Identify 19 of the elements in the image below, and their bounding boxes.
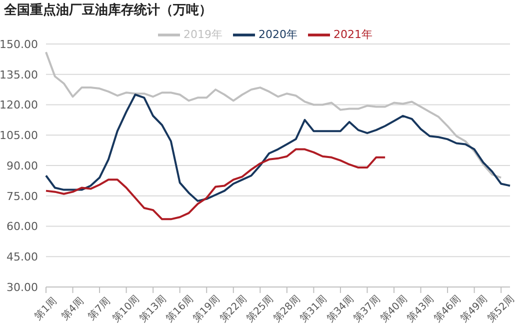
y-tick-label: 135.00 (0, 68, 38, 82)
y-tick-label: 120.00 (0, 98, 38, 112)
y-tick-label: 105.00 (0, 129, 38, 142)
line-series (45, 148, 386, 220)
y-tick-label: 150.00 (0, 38, 38, 51)
legend-label: 2020年 (258, 28, 298, 42)
y-tick-label: 60.00 (6, 220, 38, 234)
legend-label: 2019年 (184, 28, 222, 42)
y-tick-label: 75.00 (6, 190, 38, 203)
y-tick-label: 90.00 (6, 159, 38, 172)
x-tick-label: 第4周 (59, 295, 86, 322)
line-series (45, 94, 511, 202)
chart-title: 全国重点油厂豆油库存统计（万吨） (4, 2, 212, 19)
line-series (45, 51, 502, 179)
y-tick-label: 30.00 (6, 280, 38, 294)
y-tick-label: 45.00 (6, 250, 38, 264)
x-tick-label: 第1周 (32, 295, 60, 322)
x-tick-label: 第7周 (86, 295, 113, 322)
legend-label: 2021年 (334, 28, 372, 42)
